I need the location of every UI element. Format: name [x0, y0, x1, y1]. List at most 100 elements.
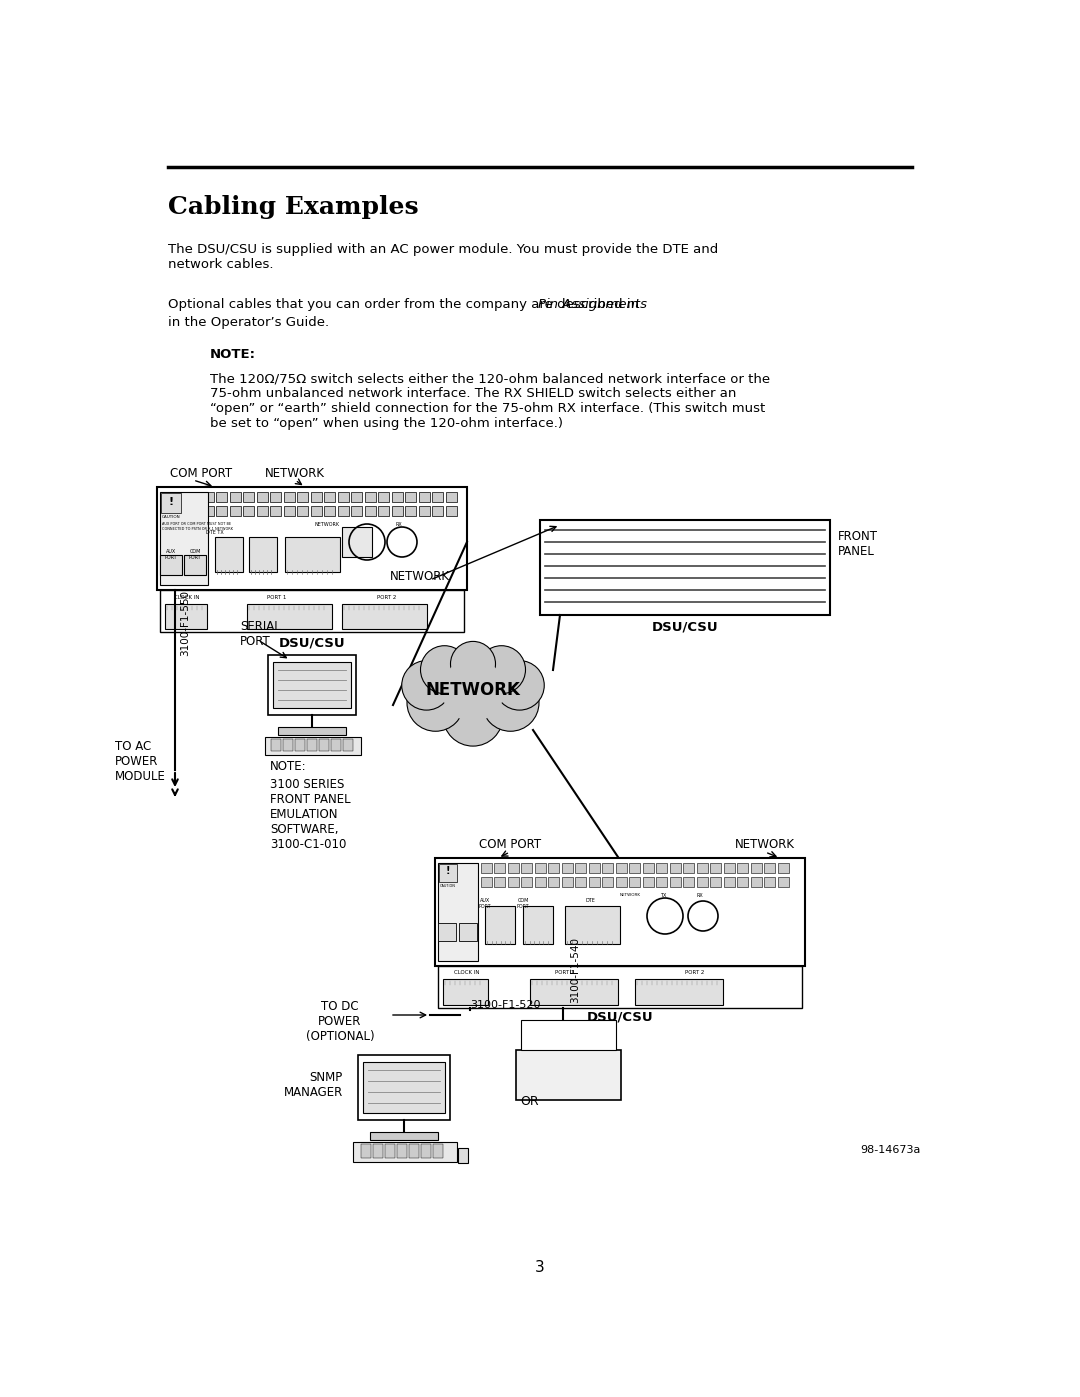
Bar	[523, 907, 553, 944]
Text: COM PORT: COM PORT	[170, 467, 232, 481]
Bar	[778, 877, 788, 887]
Text: The DSU/CSU is supplied with an AC power module. You must provide the DTE and
ne: The DSU/CSU is supplied with an AC power…	[168, 243, 718, 271]
Text: NOTE:: NOTE:	[210, 348, 256, 360]
Text: 3100 SERIES
FRONT PANEL
EMULATION
SOFTWARE,
3100-C1-010: 3100 SERIES FRONT PANEL EMULATION SOFTWA…	[270, 778, 351, 851]
Text: FRONT
PANEL: FRONT PANEL	[838, 529, 878, 557]
Bar	[373, 1144, 383, 1158]
Bar	[635, 979, 723, 1004]
Bar	[565, 907, 620, 944]
Text: The 120Ω/75Ω switch selects either the 120-ohm balanced network interface or the: The 120Ω/75Ω switch selects either the 1…	[210, 372, 770, 430]
Bar	[270, 506, 281, 515]
Bar	[378, 492, 389, 502]
Bar	[562, 877, 572, 887]
Bar	[384, 1144, 395, 1158]
Bar	[467, 863, 478, 873]
Bar	[175, 492, 187, 502]
Bar	[643, 877, 653, 887]
Bar	[670, 863, 680, 873]
Bar	[203, 506, 214, 515]
Bar	[247, 604, 332, 629]
Bar	[273, 662, 351, 708]
Bar	[357, 1055, 450, 1120]
Bar	[351, 492, 362, 502]
Bar	[189, 506, 200, 515]
Text: Pin Assignments: Pin Assignments	[538, 298, 647, 312]
Bar	[265, 738, 361, 754]
Bar	[162, 492, 173, 502]
Circle shape	[495, 661, 544, 710]
Text: SNMP
MANAGER: SNMP MANAGER	[284, 1071, 343, 1099]
Bar	[454, 877, 464, 887]
Bar	[724, 863, 734, 873]
Bar	[446, 492, 457, 502]
Bar	[764, 863, 775, 873]
Circle shape	[477, 645, 526, 694]
Circle shape	[407, 675, 464, 731]
Text: NETWORK: NETWORK	[314, 522, 339, 527]
Bar	[438, 923, 456, 942]
Bar	[297, 492, 308, 502]
Bar	[160, 590, 464, 631]
Text: NETWORK: NETWORK	[426, 680, 521, 698]
Text: !: !	[446, 866, 450, 876]
Text: PORT 1: PORT 1	[268, 595, 286, 599]
Bar	[670, 877, 680, 887]
Text: in the Operator’s Guide.: in the Operator’s Guide.	[168, 316, 329, 330]
Circle shape	[420, 645, 469, 694]
Bar	[602, 877, 613, 887]
Text: NETWORK: NETWORK	[620, 893, 640, 897]
Bar	[268, 655, 356, 715]
Bar	[443, 979, 488, 1004]
Bar	[438, 965, 802, 1009]
Bar	[160, 555, 183, 576]
Bar	[157, 488, 467, 590]
Bar	[337, 492, 349, 502]
Text: NETWORK: NETWORK	[390, 570, 450, 583]
Text: NETWORK: NETWORK	[265, 467, 325, 481]
Bar	[432, 506, 443, 515]
Bar	[229, 506, 241, 515]
Bar	[616, 863, 626, 873]
Bar	[548, 877, 559, 887]
Text: !: !	[168, 497, 174, 507]
Text: OR: OR	[519, 1095, 539, 1108]
Bar	[440, 877, 451, 887]
Bar	[283, 506, 295, 515]
Bar	[324, 506, 335, 515]
Bar	[175, 506, 187, 515]
Text: 98-14673a: 98-14673a	[860, 1146, 920, 1155]
Circle shape	[443, 686, 503, 746]
Text: SERIAL
PORT: SERIAL PORT	[240, 620, 281, 648]
Text: CAUTION: CAUTION	[440, 884, 456, 888]
Bar	[616, 877, 626, 887]
Bar	[343, 739, 353, 752]
Bar	[351, 506, 362, 515]
Bar	[433, 1144, 443, 1158]
Bar	[562, 863, 572, 873]
Bar	[530, 979, 618, 1004]
Bar	[391, 492, 403, 502]
Text: COM PORT: COM PORT	[478, 838, 541, 851]
Text: TO AC
POWER
MODULE: TO AC POWER MODULE	[114, 740, 166, 782]
Bar	[446, 506, 457, 515]
Bar	[189, 492, 200, 502]
Bar	[535, 877, 545, 887]
Bar	[751, 877, 761, 887]
Text: AUX PORT OR COM PORT MUST NOT BE: AUX PORT OR COM PORT MUST NOT BE	[162, 522, 231, 527]
Bar	[215, 536, 243, 571]
Bar	[409, 1144, 419, 1158]
Bar	[683, 877, 694, 887]
Bar	[165, 604, 207, 629]
Bar	[521, 863, 532, 873]
Bar	[365, 492, 376, 502]
Text: NETWORK: NETWORK	[735, 838, 795, 851]
Bar	[508, 863, 518, 873]
Bar	[311, 506, 322, 515]
Bar	[575, 877, 586, 887]
Bar	[216, 506, 227, 515]
Bar	[432, 492, 443, 502]
Bar	[602, 863, 613, 873]
Bar	[361, 1144, 372, 1158]
Bar	[162, 506, 173, 515]
Text: CLOCK IN: CLOCK IN	[455, 970, 480, 975]
